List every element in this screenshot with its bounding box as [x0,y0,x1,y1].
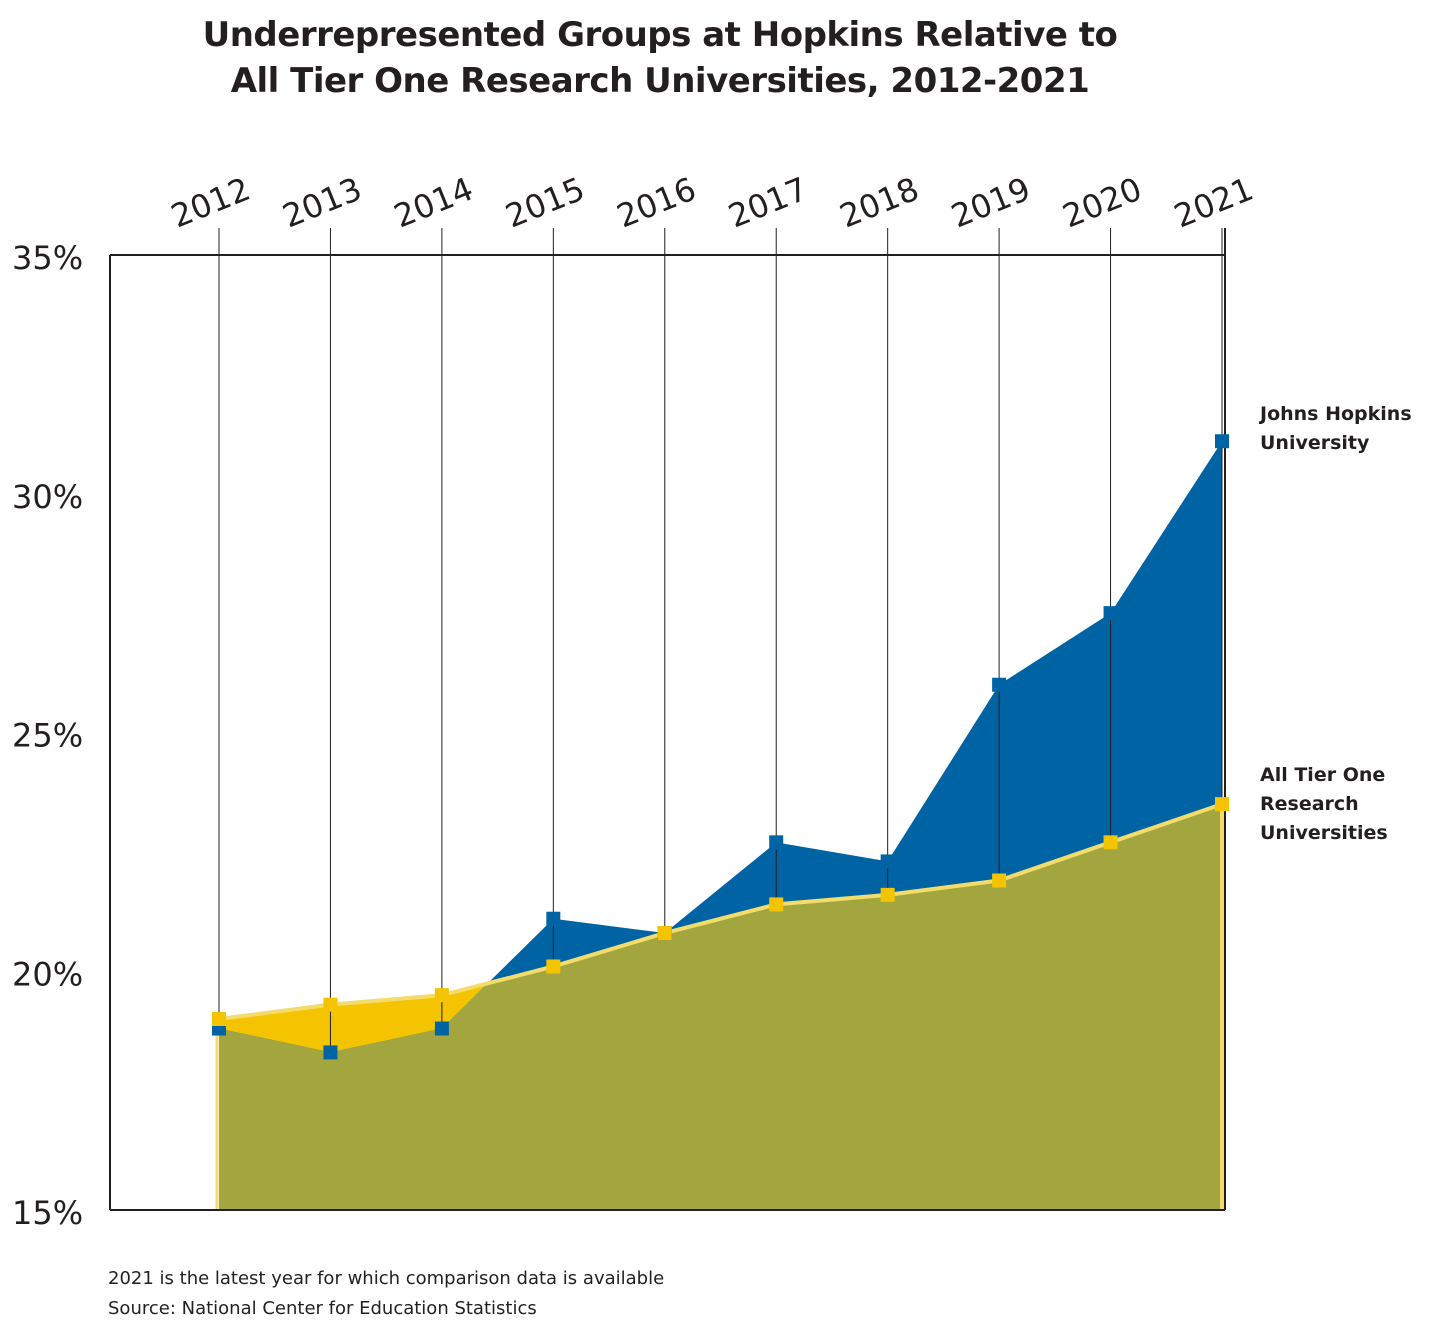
jhu-marker-2019 [992,677,1007,692]
jhu-marker-2013 [323,1045,338,1060]
y-tick-label-20: 20% [12,955,83,993]
jhu-marker-2020 [1103,606,1118,621]
overlap-area [219,804,1222,1210]
jhu-marker-2015 [546,911,561,926]
x-tick-label-2012: 2012 [166,170,256,236]
tier-one-series-label-line-1: Research [1260,793,1359,815]
title-line-2: All Tier One Research Universities, 2012… [230,61,1090,101]
jhu-series-label-line-0: Johns Hopkins [1258,403,1412,425]
title-line-1: Underrepresented Groups at Hopkins Relat… [202,15,1118,55]
tier-one-marker-2017 [769,897,784,912]
tier-one-series-label-line-2: Universities [1260,822,1388,844]
jhu-marker-2018 [880,854,895,869]
tier-one-marker-2020 [1103,835,1118,850]
tier-one-marker-2014 [434,988,449,1003]
x-tick-label-2016: 2016 [612,170,702,236]
tier-one-marker-2019 [992,873,1007,888]
source-note: Source: National Center for Education St… [108,1298,537,1319]
x-tick-label-2015: 2015 [500,170,590,236]
y-tick-label-35: 35% [12,239,83,277]
tier-one-marker-2018 [880,887,895,902]
jhu-marker-2014 [434,1021,449,1036]
x-tick-label-2014: 2014 [389,170,479,236]
tier-one-series-label-line-0: All Tier One [1260,764,1385,786]
chart-title: Underrepresented Groups at Hopkins Relat… [0,12,1320,104]
x-tick-label-2018: 2018 [834,170,924,236]
tier-one-marker-2013 [323,997,338,1012]
x-tick-label-2019: 2019 [946,170,1036,236]
y-tick-label-25: 25% [12,717,83,755]
y-tick-label-15: 15% [12,1194,83,1232]
x-tick-label-2020: 2020 [1057,170,1147,236]
x-tick-label-2017: 2017 [723,170,813,236]
jhu-marker-2017 [769,835,784,850]
x-tick-label-2013: 2013 [277,170,367,236]
footnote: 2021 is the latest year for which compar… [108,1268,665,1289]
tier-one-marker-2021 [1215,797,1229,812]
x-tick-label-2021: 2021 [1169,170,1259,236]
y-tick-label-30: 30% [12,478,83,516]
jhu-marker-2021 [1215,434,1229,449]
tier-one-marker-2012 [212,1012,226,1026]
tier-one-marker-2016 [657,926,672,941]
jhu-series-label-line-1: University [1260,432,1370,454]
tier-one-marker-2015 [546,959,561,974]
